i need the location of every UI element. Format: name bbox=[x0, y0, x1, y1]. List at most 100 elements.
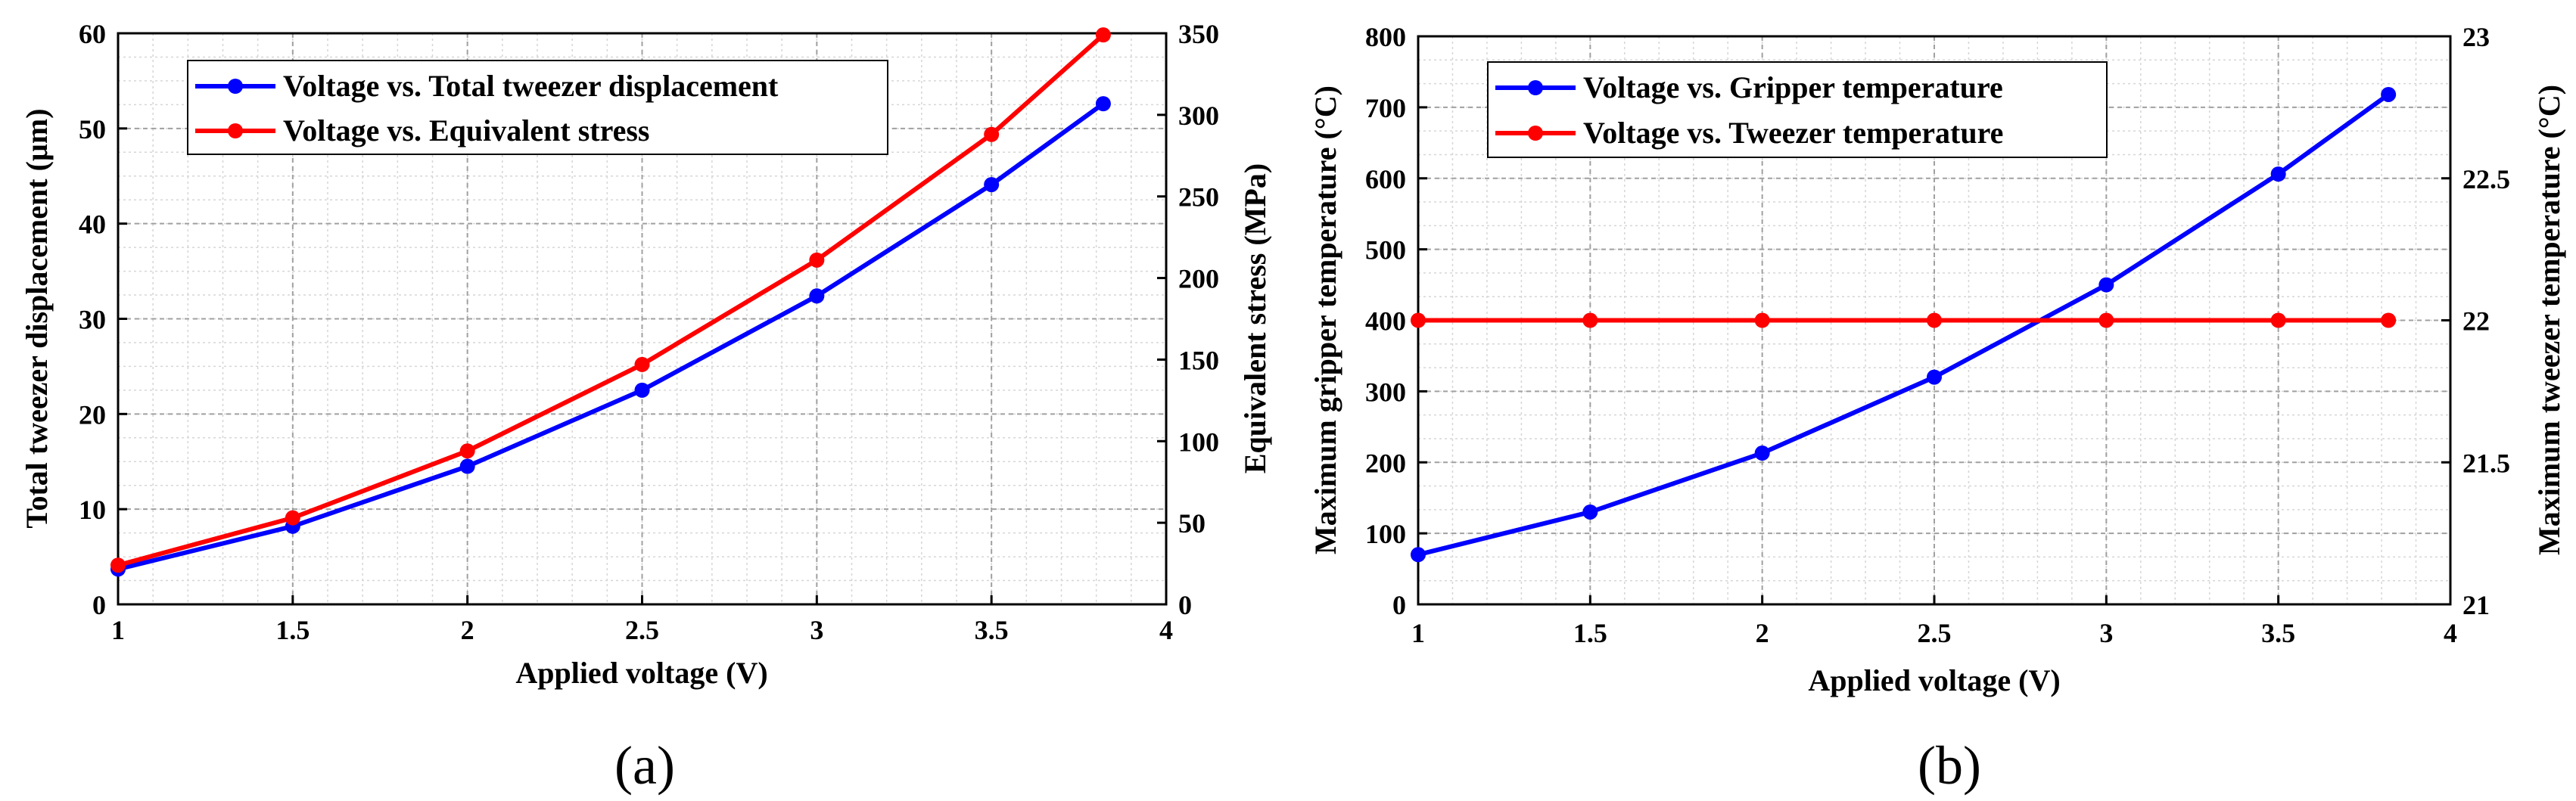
a-series-0-point bbox=[459, 458, 475, 474]
b-left-y-tick-label: 200 bbox=[1365, 448, 1406, 478]
panel-b-legend-red-marker bbox=[1528, 126, 1543, 141]
b-series-1-point bbox=[1754, 312, 1770, 328]
panel-b-series bbox=[1411, 86, 2397, 563]
panel-b-x-axis-label: Applied voltage (V) bbox=[1808, 663, 2060, 697]
panel-a-legend-box bbox=[187, 60, 888, 155]
panel-a-left-y-axis-label: Total tweezer displacement (µm) bbox=[20, 108, 54, 528]
a-series-1-point bbox=[1095, 27, 1111, 43]
panel-a-right-y-ticks: 0 50 100 150 200 250 300 350 bbox=[1157, 19, 1219, 620]
panel-a-legend-label-stress: Voltage vs. Equivalent stress bbox=[283, 113, 650, 147]
a-series-1-point bbox=[984, 126, 1000, 142]
panel-b-right-y-ticks: 21 21.5 22 22.5 23 bbox=[2441, 22, 2510, 620]
panel-a-x-ticks: 1 1.5 2 2.5 3 3.5 4 bbox=[111, 595, 1173, 645]
panel-b-legend: Voltage vs. Gripper temperature Voltage … bbox=[1487, 61, 2108, 158]
b-series-1-point bbox=[1582, 312, 1598, 328]
panel-a: 1 1.5 2 2.5 3 3.5 4 0 10 20 30 40 50 60 0 50 100 150 200… bbox=[20, 19, 1272, 796]
a-left-y-tick-label: 50 bbox=[79, 114, 106, 144]
a-series-1-point bbox=[809, 252, 825, 268]
a-right-y-tick-label: 50 bbox=[1178, 508, 1206, 539]
a-left-y-tick-label: 0 bbox=[92, 590, 106, 620]
a-series-0-point bbox=[1095, 96, 1111, 112]
a-series-1-point bbox=[634, 356, 650, 372]
a-right-y-tick-label: 350 bbox=[1178, 19, 1219, 49]
a-left-y-tick-label: 20 bbox=[79, 399, 106, 430]
panel-a-legend: Voltage vs. Total tweezer displacement V… bbox=[187, 60, 888, 155]
a-x-tick-label: 1 bbox=[111, 615, 125, 645]
b-series-0-point bbox=[1582, 504, 1598, 520]
panel-b-label: (b) bbox=[1918, 735, 1981, 796]
panel-b-left-y-ticks: 0 100 200 300 400 500 600 700 800 bbox=[1365, 22, 1427, 620]
b-series-0-point bbox=[2270, 166, 2286, 182]
b-series-1-point bbox=[2381, 312, 2397, 328]
b-left-y-tick-label: 800 bbox=[1365, 22, 1406, 52]
panel-a-legend-label-displacement: Voltage vs. Total tweezer displacement bbox=[283, 69, 779, 103]
b-right-y-tick-label: 21 bbox=[2462, 590, 2490, 620]
b-x-tick-label: 1.5 bbox=[1573, 618, 1607, 648]
b-series-0-point bbox=[2098, 277, 2114, 293]
b-right-y-tick-label: 22 bbox=[2462, 306, 2490, 337]
panel-b-legend-blue-marker bbox=[1528, 80, 1543, 95]
b-series-1-point bbox=[2098, 312, 2114, 328]
b-x-tick-label: 4 bbox=[2444, 618, 2457, 648]
panel-a-x-axis-label: Applied voltage (V) bbox=[515, 656, 767, 690]
b-left-y-tick-label: 0 bbox=[1392, 590, 1406, 620]
a-series-0-point bbox=[984, 177, 1000, 193]
a-right-y-tick-label: 250 bbox=[1178, 182, 1219, 213]
a-x-tick-label: 2.5 bbox=[625, 615, 659, 645]
a-series-0-line bbox=[117, 101, 1105, 572]
a-left-y-tick-label: 60 bbox=[79, 19, 106, 49]
b-series-0-point bbox=[2381, 86, 2397, 102]
panel-a-label: (a) bbox=[614, 735, 675, 796]
b-series-0-point bbox=[1411, 547, 1426, 563]
panel-b: 1 1.5 2 2.5 3 3.5 4 0100200300400500600700800 … bbox=[1308, 22, 2566, 796]
b-series-0-point bbox=[1927, 369, 1942, 385]
a-right-y-tick-label: 0 bbox=[1178, 590, 1192, 620]
b-series-0-line bbox=[1417, 92, 2390, 557]
b-right-y-tick-label: 22.5 bbox=[2462, 164, 2510, 194]
a-series-1-point bbox=[285, 510, 300, 526]
a-right-y-tick-label: 200 bbox=[1178, 264, 1219, 294]
panel-b-left-y-axis-label: Maximum gripper temperature (°C) bbox=[1308, 85, 1342, 554]
b-x-tick-label: 3 bbox=[2099, 618, 2113, 648]
b-left-y-tick-label: 500 bbox=[1365, 235, 1406, 265]
panel-a-right-y-axis-label: Equivalent stress (MPa) bbox=[1238, 163, 1272, 473]
panel-a-left-y-ticks: 0 10 20 30 40 50 60 bbox=[79, 19, 127, 620]
panel-a-series bbox=[110, 27, 1111, 577]
a-x-tick-label: 3 bbox=[810, 615, 823, 645]
b-x-tick-label: 2 bbox=[1756, 618, 1769, 648]
a-x-tick-label: 3.5 bbox=[975, 615, 1009, 645]
a-series-0-point bbox=[809, 288, 825, 304]
b-series-0-point bbox=[1754, 446, 1770, 461]
a-x-tick-label: 1.5 bbox=[275, 615, 310, 645]
panel-b-legend-label-gripper: Voltage vs. Gripper temperature bbox=[1583, 70, 2003, 104]
panel-b-legend-label-tweezer: Voltage vs. Tweezer temperature bbox=[1583, 116, 2003, 150]
a-right-y-tick-label: 100 bbox=[1178, 427, 1219, 457]
b-series-1-point bbox=[1411, 312, 1426, 328]
a-left-y-tick-label: 40 bbox=[79, 210, 106, 240]
b-left-y-tick-label: 300 bbox=[1365, 377, 1406, 407]
b-right-y-tick-label: 21.5 bbox=[2462, 448, 2510, 478]
a-series-1-point bbox=[110, 557, 126, 573]
b-left-y-tick-label: 700 bbox=[1365, 93, 1406, 123]
a-x-tick-label: 2 bbox=[461, 615, 474, 645]
a-right-y-tick-label: 150 bbox=[1178, 345, 1219, 375]
a-right-y-tick-label: 300 bbox=[1178, 101, 1219, 131]
panel-a-legend-blue-marker bbox=[228, 79, 243, 94]
b-series-1-point bbox=[1927, 312, 1942, 328]
b-left-y-tick-label: 400 bbox=[1365, 306, 1406, 337]
b-left-y-tick-label: 600 bbox=[1365, 164, 1406, 194]
panel-b-x-ticks: 1 1.5 2 2.5 3 3.5 4 bbox=[1411, 595, 2457, 648]
a-series-0-point bbox=[634, 382, 650, 398]
b-x-tick-label: 3.5 bbox=[2261, 618, 2295, 648]
a-series-1-point bbox=[459, 443, 475, 459]
panel-b-legend-box bbox=[1487, 61, 2108, 158]
b-right-y-tick-label: 23 bbox=[2462, 22, 2490, 52]
b-series-1-point bbox=[2270, 312, 2286, 328]
b-x-tick-label: 2.5 bbox=[1918, 618, 1952, 648]
a-left-y-tick-label: 30 bbox=[79, 305, 106, 335]
a-left-y-tick-label: 10 bbox=[79, 495, 106, 525]
b-left-y-tick-label: 100 bbox=[1365, 519, 1406, 549]
panel-b-right-y-axis-label: Maximum tweezer temperature (°C) bbox=[2532, 85, 2566, 555]
a-x-tick-label: 4 bbox=[1159, 615, 1173, 645]
